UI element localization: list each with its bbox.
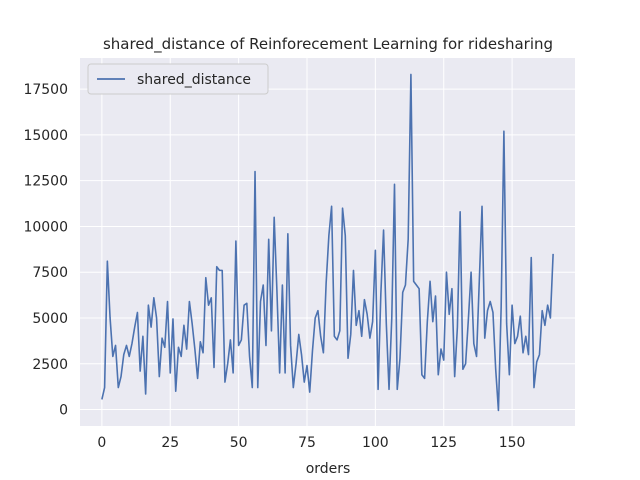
x-tick-label: 75	[298, 435, 316, 451]
x-tick-label: 25	[161, 435, 179, 451]
y-tick-label: 15000	[23, 128, 68, 144]
legend: shared_distance	[87, 63, 269, 95]
y-tick-label: 5000	[32, 311, 68, 327]
plot-area	[80, 58, 575, 426]
y-tick-label: 0	[59, 403, 68, 419]
gridlines	[80, 58, 575, 426]
series-layer	[101, 73, 554, 412]
y-tick-label: 2500	[32, 357, 68, 373]
y-tick-label: 10000	[23, 219, 68, 235]
y-tick-label: 12500	[23, 174, 68, 190]
chart-title: shared_distance of Reinforecement Learni…	[103, 35, 553, 54]
series-line-shared_distance	[101, 73, 554, 412]
x-axis-label: orders	[306, 461, 351, 477]
y-tick-label: 17500	[23, 82, 68, 98]
tick-labels: 0 25 50 75 100 125 150 0 2500 5000 7500 10000 12500 1…	[23, 82, 525, 451]
x-tick-label: 50	[230, 435, 248, 451]
x-tick-label: 125	[430, 435, 457, 451]
x-tick-label: 0	[97, 435, 106, 451]
legend-box	[87, 63, 269, 95]
legend-label: shared_distance	[137, 72, 251, 88]
x-tick-label: 150	[499, 435, 526, 451]
y-tick-label: 7500	[32, 265, 68, 281]
x-tick-label: 100	[362, 435, 389, 451]
